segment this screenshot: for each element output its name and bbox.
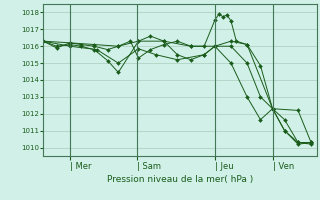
X-axis label: Pression niveau de la mer( hPa ): Pression niveau de la mer( hPa ) bbox=[107, 175, 253, 184]
